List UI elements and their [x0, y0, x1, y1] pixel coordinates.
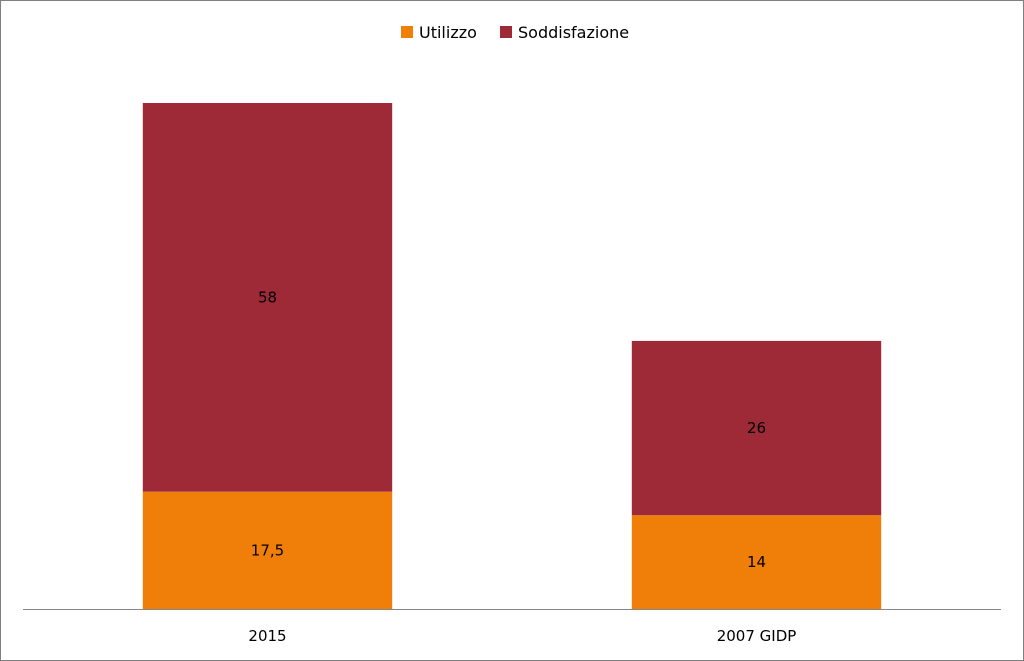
data-label-utilizzo-0: 17,5 — [251, 541, 284, 559]
x-tick-label-1: 2007 GIDP — [717, 627, 797, 645]
legend-label-soddisfazione: Soddisfazione — [518, 23, 629, 42]
bars — [142, 103, 882, 609]
data-label-utilizzo-1: 14 — [747, 553, 766, 571]
bar-soddisfazione-1 — [631, 340, 882, 516]
legend-swatch-utilizzo — [401, 26, 413, 38]
legend-label-utilizzo: Utilizzo — [419, 23, 477, 42]
bar-utilizzo-0 — [142, 491, 393, 609]
bar-soddisfazione-0 — [142, 103, 393, 492]
data-labels: 17,5 58 14 26 — [251, 288, 766, 571]
legend-swatch-soddisfazione — [500, 26, 512, 38]
legend: Utilizzo Soddisfazione — [401, 23, 629, 42]
data-label-soddisfazione-1: 26 — [747, 419, 766, 437]
x-axis-ticks: 2015 2007 GIDP — [248, 627, 796, 645]
bar-utilizzo-1 — [631, 515, 882, 609]
x-tick-label-0: 2015 — [248, 627, 286, 645]
data-label-soddisfazione-0: 58 — [258, 288, 277, 306]
